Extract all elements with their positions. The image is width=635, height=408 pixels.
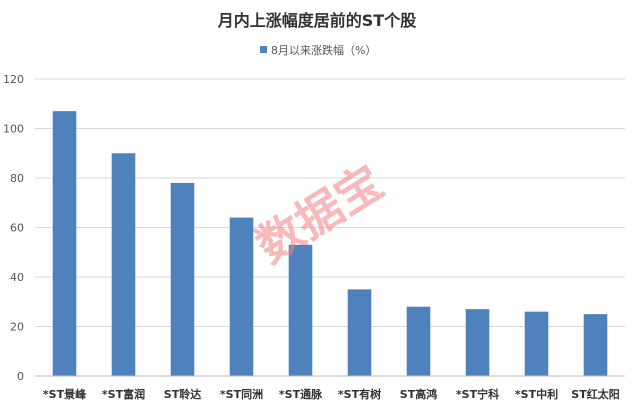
legend: 8月以来涨跌幅（%） (260, 43, 376, 57)
bar (406, 306, 431, 376)
y-tick-label: 120 (3, 73, 24, 86)
bar (347, 289, 372, 376)
bar (524, 311, 549, 376)
x-category-label: *ST通脉 (279, 387, 323, 401)
y-tick-label: 20 (10, 321, 24, 334)
y-tick-label: 40 (10, 271, 24, 284)
x-category-label: ST红太阳 (571, 387, 619, 401)
legend-swatch (260, 46, 267, 53)
x-category-label: *ST宁科 (456, 387, 499, 401)
bar (52, 111, 77, 377)
x-category-label: ST聆达 (164, 387, 201, 401)
y-tick-label: 80 (10, 172, 24, 185)
bar (229, 217, 254, 376)
bar (170, 182, 195, 376)
bar (288, 244, 313, 376)
bars (52, 111, 608, 377)
y-tick-label: 100 (3, 123, 24, 136)
x-category-label: *ST富润 (102, 387, 145, 401)
watermark: 数据宝 (247, 155, 393, 274)
x-category-label: *ST有树 (338, 387, 381, 401)
bar (465, 309, 490, 376)
chart-title: 月内上涨幅度居前的ST个股 (217, 11, 417, 30)
y-tick-label: 60 (10, 222, 24, 235)
y-axis-ticks: 0 20 40 60 80 100 120 (3, 73, 24, 383)
y-tick-label: 0 (17, 370, 24, 383)
legend-label: 8月以来涨跌幅（%） (271, 43, 376, 57)
bar (111, 153, 136, 376)
x-category-label: *ST同洲 (220, 388, 263, 401)
x-axis-categories: *ST景峰 *ST富润 ST聆达 *ST同洲 *ST通脉 *ST有树 ST高鸿 *ST宁科 *S… (43, 387, 620, 401)
x-category-label: ST高鸿 (400, 387, 437, 401)
x-category-label: *ST景峰 (43, 387, 87, 401)
bar (583, 314, 608, 376)
x-category-label: *ST中利 (515, 387, 558, 401)
